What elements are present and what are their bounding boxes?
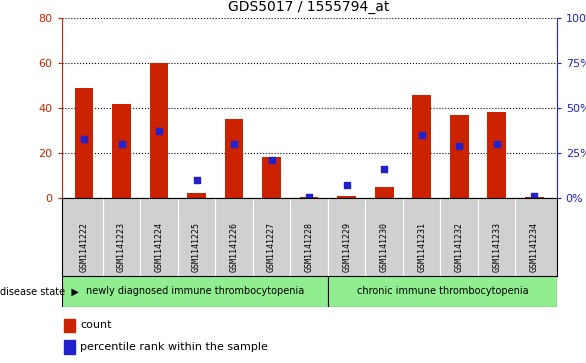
- Point: [267, 157, 276, 163]
- Text: GSM1141234: GSM1141234: [530, 222, 539, 272]
- Text: GSM1141226: GSM1141226: [230, 222, 239, 272]
- Bar: [525, 197, 544, 198]
- Text: disease state  ▶: disease state ▶: [0, 286, 79, 296]
- Bar: [149, 63, 168, 198]
- Bar: [450, 115, 469, 198]
- Bar: [112, 103, 131, 198]
- Bar: [328, 276, 557, 307]
- Bar: [488, 113, 506, 198]
- Text: GSM1141227: GSM1141227: [267, 222, 276, 272]
- Title: GDS5017 / 1555794_at: GDS5017 / 1555794_at: [229, 0, 390, 15]
- Text: GSM1141225: GSM1141225: [192, 222, 201, 272]
- Bar: [64, 340, 75, 354]
- Point: [154, 129, 163, 134]
- Bar: [64, 319, 75, 332]
- Text: percentile rank within the sample: percentile rank within the sample: [80, 342, 268, 352]
- Point: [192, 177, 201, 183]
- Text: GSM1141229: GSM1141229: [342, 222, 351, 272]
- Text: GSM1141224: GSM1141224: [155, 222, 163, 272]
- Point: [530, 193, 539, 199]
- Bar: [62, 276, 328, 307]
- Point: [342, 182, 352, 188]
- Point: [305, 194, 314, 200]
- Bar: [187, 193, 206, 198]
- Text: GSM1141233: GSM1141233: [492, 222, 501, 272]
- Point: [229, 141, 239, 147]
- Text: GSM1141228: GSM1141228: [305, 222, 314, 272]
- Text: newly diagnosed immune thrombocytopenia: newly diagnosed immune thrombocytopenia: [86, 286, 304, 296]
- Text: GSM1141230: GSM1141230: [380, 222, 389, 272]
- Text: GSM1141231: GSM1141231: [417, 222, 426, 272]
- Point: [492, 141, 502, 147]
- Point: [380, 166, 389, 172]
- Point: [117, 141, 126, 147]
- Bar: [375, 187, 394, 198]
- Text: count: count: [80, 321, 112, 330]
- Text: GSM1141232: GSM1141232: [455, 222, 464, 272]
- Bar: [299, 197, 319, 198]
- Bar: [262, 158, 281, 198]
- Point: [79, 136, 88, 142]
- Bar: [413, 94, 431, 198]
- Bar: [338, 196, 356, 198]
- Text: GSM1141223: GSM1141223: [117, 222, 126, 272]
- Bar: [74, 88, 93, 198]
- Point: [417, 132, 427, 138]
- Text: GSM1141222: GSM1141222: [80, 222, 88, 272]
- Text: chronic immune thrombocytopenia: chronic immune thrombocytopenia: [357, 286, 528, 296]
- Bar: [224, 119, 243, 198]
- Point: [455, 143, 464, 148]
